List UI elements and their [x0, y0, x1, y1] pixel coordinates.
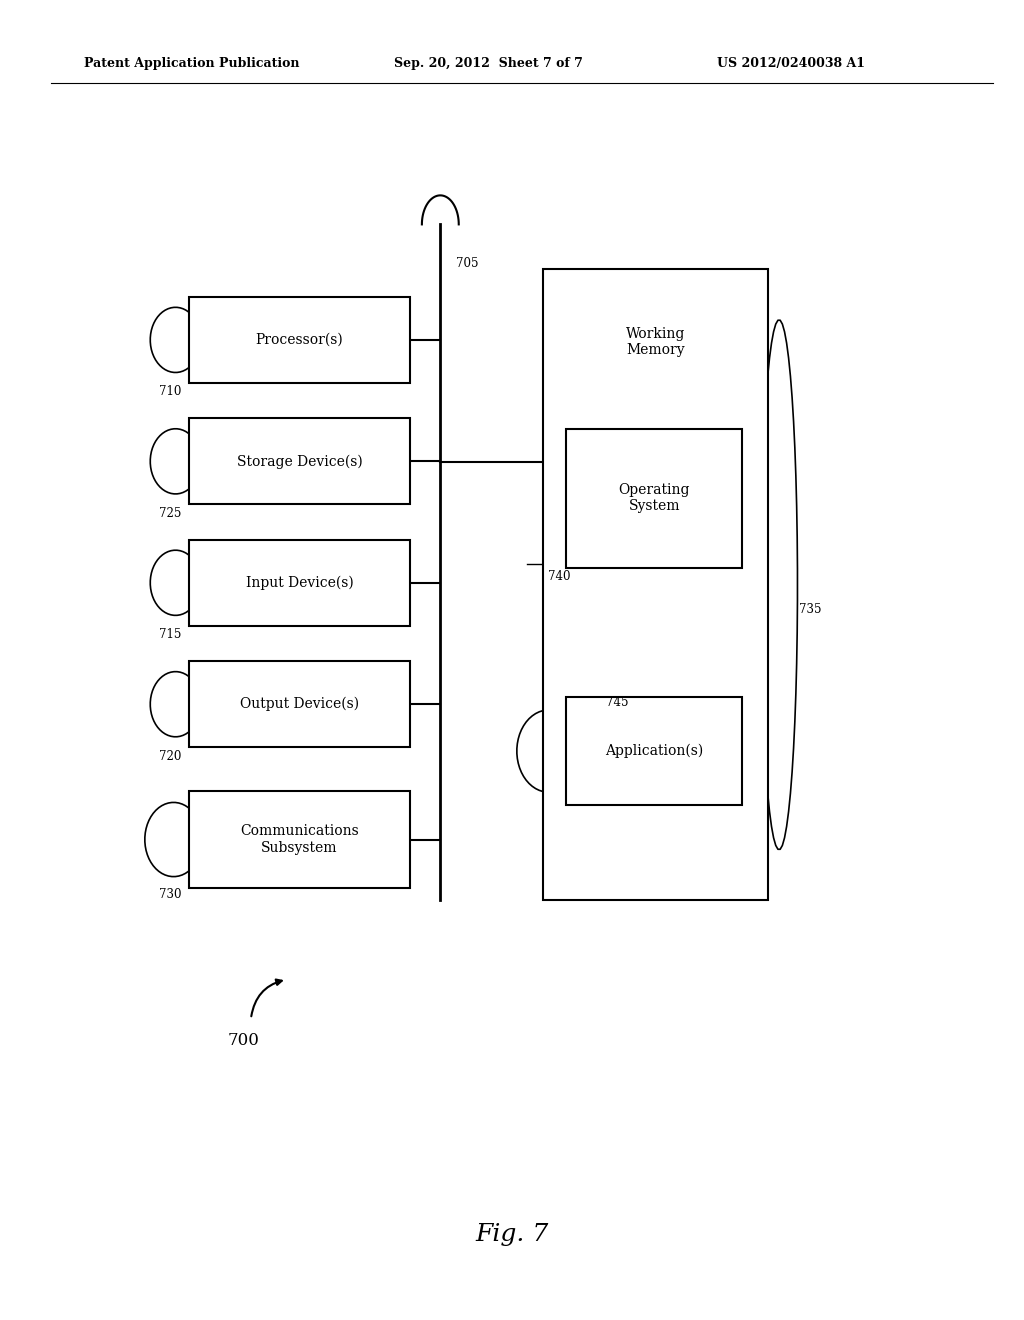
Bar [189, 661, 410, 747]
Text: 715: 715 [159, 628, 181, 642]
Text: Output Device(s): Output Device(s) [240, 697, 359, 711]
Text: Application(s): Application(s) [605, 744, 703, 758]
Bar [189, 540, 410, 626]
Text: 725: 725 [159, 507, 181, 520]
Text: 700: 700 [227, 1032, 259, 1049]
Bar [566, 429, 742, 568]
Text: Storage Device(s): Storage Device(s) [237, 454, 362, 469]
Text: 705: 705 [456, 257, 478, 271]
Bar [189, 791, 410, 888]
Text: Sep. 20, 2012  Sheet 7 of 7: Sep. 20, 2012 Sheet 7 of 7 [394, 57, 583, 70]
Bar [189, 418, 410, 504]
Text: 735: 735 [799, 603, 821, 616]
Text: Fig. 7: Fig. 7 [475, 1222, 549, 1246]
Bar [189, 297, 410, 383]
Text: 730: 730 [159, 888, 181, 902]
Text: US 2012/0240038 A1: US 2012/0240038 A1 [717, 57, 865, 70]
Bar [566, 697, 742, 805]
Text: 720: 720 [159, 750, 181, 763]
Text: Working
Memory: Working Memory [626, 327, 685, 356]
Bar [543, 269, 768, 900]
Text: Input Device(s): Input Device(s) [246, 576, 353, 590]
Text: 745: 745 [606, 696, 629, 709]
Text: Operating
System: Operating System [618, 483, 690, 513]
Text: 740: 740 [548, 570, 570, 583]
Text: Communications
Subsystem: Communications Subsystem [241, 825, 358, 854]
Text: Processor(s): Processor(s) [256, 333, 343, 347]
Text: Patent Application Publication: Patent Application Publication [84, 57, 299, 70]
Text: 710: 710 [159, 385, 181, 399]
